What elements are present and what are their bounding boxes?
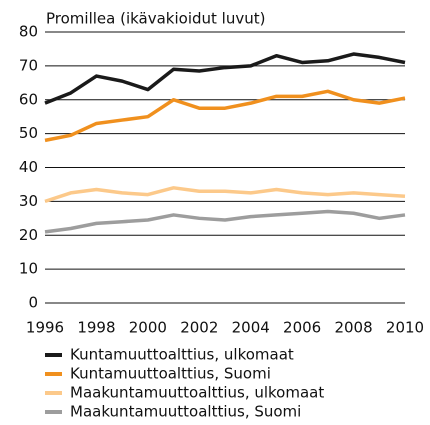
legend-label: Kuntamuuttoalttius, Suomi (70, 365, 271, 383)
x-tick-label: 2004 (232, 319, 270, 337)
legend-label: Maakuntamuuttoalttius, ulkomaat (70, 384, 324, 402)
x-tick-label: 1996 (26, 319, 64, 337)
line (44, 89, 406, 143)
line (44, 209, 406, 234)
y-tick-label: 40 (19, 158, 38, 176)
y-tick-label: 20 (19, 226, 38, 244)
chart-title: Promillea (ikävakioidut luvut) (46, 10, 265, 28)
x-tick-label: 1998 (77, 319, 115, 337)
x-tick-label: 2000 (129, 319, 167, 337)
y-tick-label: 50 (19, 124, 38, 142)
x-tick-label: 2006 (283, 319, 321, 337)
x-tick-label: 2002 (180, 319, 218, 337)
legend-label: Maakuntamuuttoalttius, Suomi (70, 403, 301, 421)
x-tick-label: 2008 (334, 319, 372, 337)
legend-label: Kuntamuuttoalttius, ulkomaat (70, 346, 294, 364)
y-tick-label: 30 (19, 192, 38, 210)
x-tick-label: 2010 (386, 319, 424, 337)
y-tick-label: 80 (19, 23, 38, 41)
y-tick-label: 70 (19, 56, 38, 74)
line (44, 52, 406, 105)
y-tick-label: 10 (19, 260, 38, 278)
y-tick-label: 0 (28, 294, 38, 312)
y-tick-label: 60 (19, 90, 38, 108)
line (44, 186, 406, 204)
